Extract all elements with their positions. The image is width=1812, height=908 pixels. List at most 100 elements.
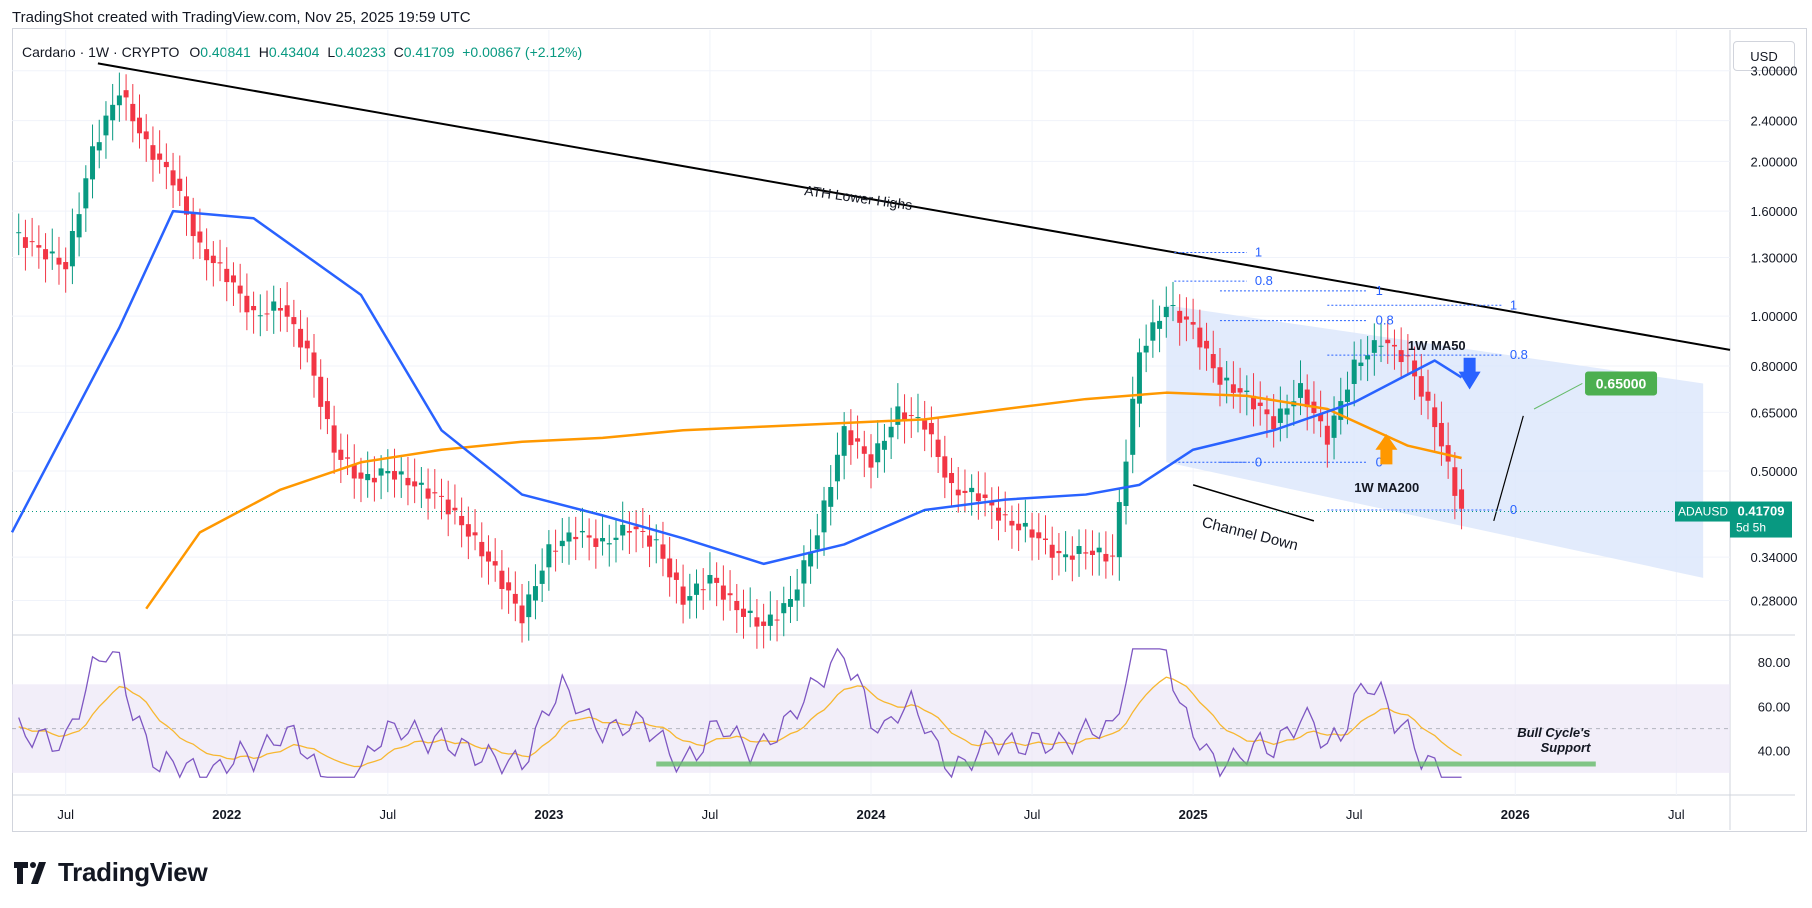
candle-body: [1002, 514, 1008, 516]
time-tick-label: Jul: [1024, 807, 1041, 822]
candle-body: [1123, 461, 1129, 507]
candle-body: [801, 560, 807, 584]
candle-body: [452, 507, 458, 511]
candle-body: [217, 262, 223, 264]
candle-body: [237, 285, 243, 294]
price-tick-label: 0.28000: [1751, 594, 1798, 609]
low-label: L: [327, 44, 336, 60]
candle-body: [1150, 322, 1156, 341]
candle-body: [110, 104, 116, 121]
candle-body: [365, 473, 371, 481]
candle-body: [808, 551, 814, 567]
candle-body: [539, 570, 545, 584]
candle-body: [345, 457, 351, 459]
fib-level-label: 1: [1255, 244, 1262, 259]
candle-body: [1351, 359, 1357, 384]
candle-body: [1163, 306, 1169, 318]
candle-body: [1418, 376, 1424, 397]
candle-body: [405, 477, 411, 486]
candle-body: [1217, 367, 1223, 385]
rsi-line: [18, 647, 1462, 779]
candle-body: [821, 500, 827, 533]
candle-body: [1083, 552, 1089, 554]
candle-body: [1344, 389, 1350, 402]
candle-body: [754, 617, 760, 627]
candle-body: [673, 572, 679, 580]
candle-body: [204, 249, 210, 261]
candle-body: [49, 251, 55, 254]
chart-frame: [12, 28, 1807, 832]
candle-body: [996, 507, 1002, 521]
candle-body: [499, 570, 505, 590]
candle-body: [512, 593, 518, 604]
channel-down-label: Channel Down: [1200, 514, 1300, 554]
candle-body: [982, 494, 988, 499]
candle-body: [1177, 310, 1183, 323]
candle-body: [653, 539, 659, 541]
currency-button[interactable]: USD: [1733, 41, 1795, 71]
candle-body: [895, 406, 901, 425]
candle-body: [1076, 546, 1082, 554]
candle-body: [1304, 389, 1310, 408]
candle-body: [177, 178, 183, 191]
price-tick-label: 1.00000: [1751, 309, 1798, 324]
candle-body: [928, 422, 934, 435]
ma200-up-arrow-icon: [1375, 434, 1398, 465]
symbol-title[interactable]: Cardano · 1W · CRYPTO: [22, 44, 180, 60]
candle-body: [975, 493, 981, 502]
candle-body: [1365, 355, 1371, 360]
candle-body: [915, 417, 921, 419]
candle-body: [29, 241, 35, 243]
candle-body: [774, 619, 780, 621]
candle-body: [714, 577, 720, 583]
candle-body: [157, 153, 163, 160]
rsi-tick-label: 80.00: [1758, 655, 1791, 670]
candle-body: [1103, 553, 1109, 562]
bar-countdown-label: 5d 5h: [1736, 521, 1766, 535]
candle-body: [150, 145, 156, 160]
candle-body: [36, 245, 42, 248]
candle-body: [781, 603, 787, 614]
candle-body: [298, 328, 304, 348]
candle-body: [613, 537, 619, 540]
candle-body: [506, 582, 512, 591]
candle-body: [546, 544, 552, 568]
candle-body: [707, 574, 713, 584]
candle-body: [418, 482, 424, 485]
candle-body: [1257, 402, 1263, 406]
candle-body: [116, 95, 122, 106]
support-label-line2: Support: [1541, 740, 1591, 755]
candle-body: [1237, 388, 1243, 393]
candle-body: [143, 131, 149, 140]
candle-body: [1224, 377, 1230, 381]
candle-body: [1069, 555, 1075, 560]
fib-level-label: 0.8: [1255, 273, 1273, 288]
current-symbol-label: ADAUSD: [1678, 505, 1728, 519]
candle-body: [1318, 413, 1324, 422]
candle-body: [1157, 320, 1163, 329]
candle-body: [210, 255, 216, 264]
candle-body: [425, 488, 431, 499]
candle-body: [573, 536, 579, 540]
candle-body: [1049, 544, 1055, 558]
candle-body: [371, 477, 377, 483]
candle-body: [680, 586, 686, 605]
candle-body: [271, 301, 277, 311]
price-tick-label: 0.50000: [1751, 464, 1798, 479]
candle-body: [1197, 327, 1203, 348]
fib-level-label: 0: [1510, 502, 1517, 517]
candle-body: [472, 532, 478, 536]
candle-body: [579, 530, 585, 533]
candle-body: [861, 446, 867, 454]
current-symbol-badge: [1675, 501, 1730, 522]
candle-body: [1230, 384, 1236, 393]
candle-body: [1244, 390, 1250, 393]
candle-body: [1029, 529, 1035, 538]
rsi-tick-label: 40.00: [1758, 744, 1791, 759]
ma50-down-arrow-icon: [1458, 357, 1481, 390]
candle-body: [1412, 360, 1418, 377]
price-tick-label: 0.80000: [1751, 359, 1798, 374]
candle-body: [761, 621, 767, 626]
ma50-line: [10, 209, 1463, 566]
fib-level-label: 0.8: [1510, 347, 1528, 362]
